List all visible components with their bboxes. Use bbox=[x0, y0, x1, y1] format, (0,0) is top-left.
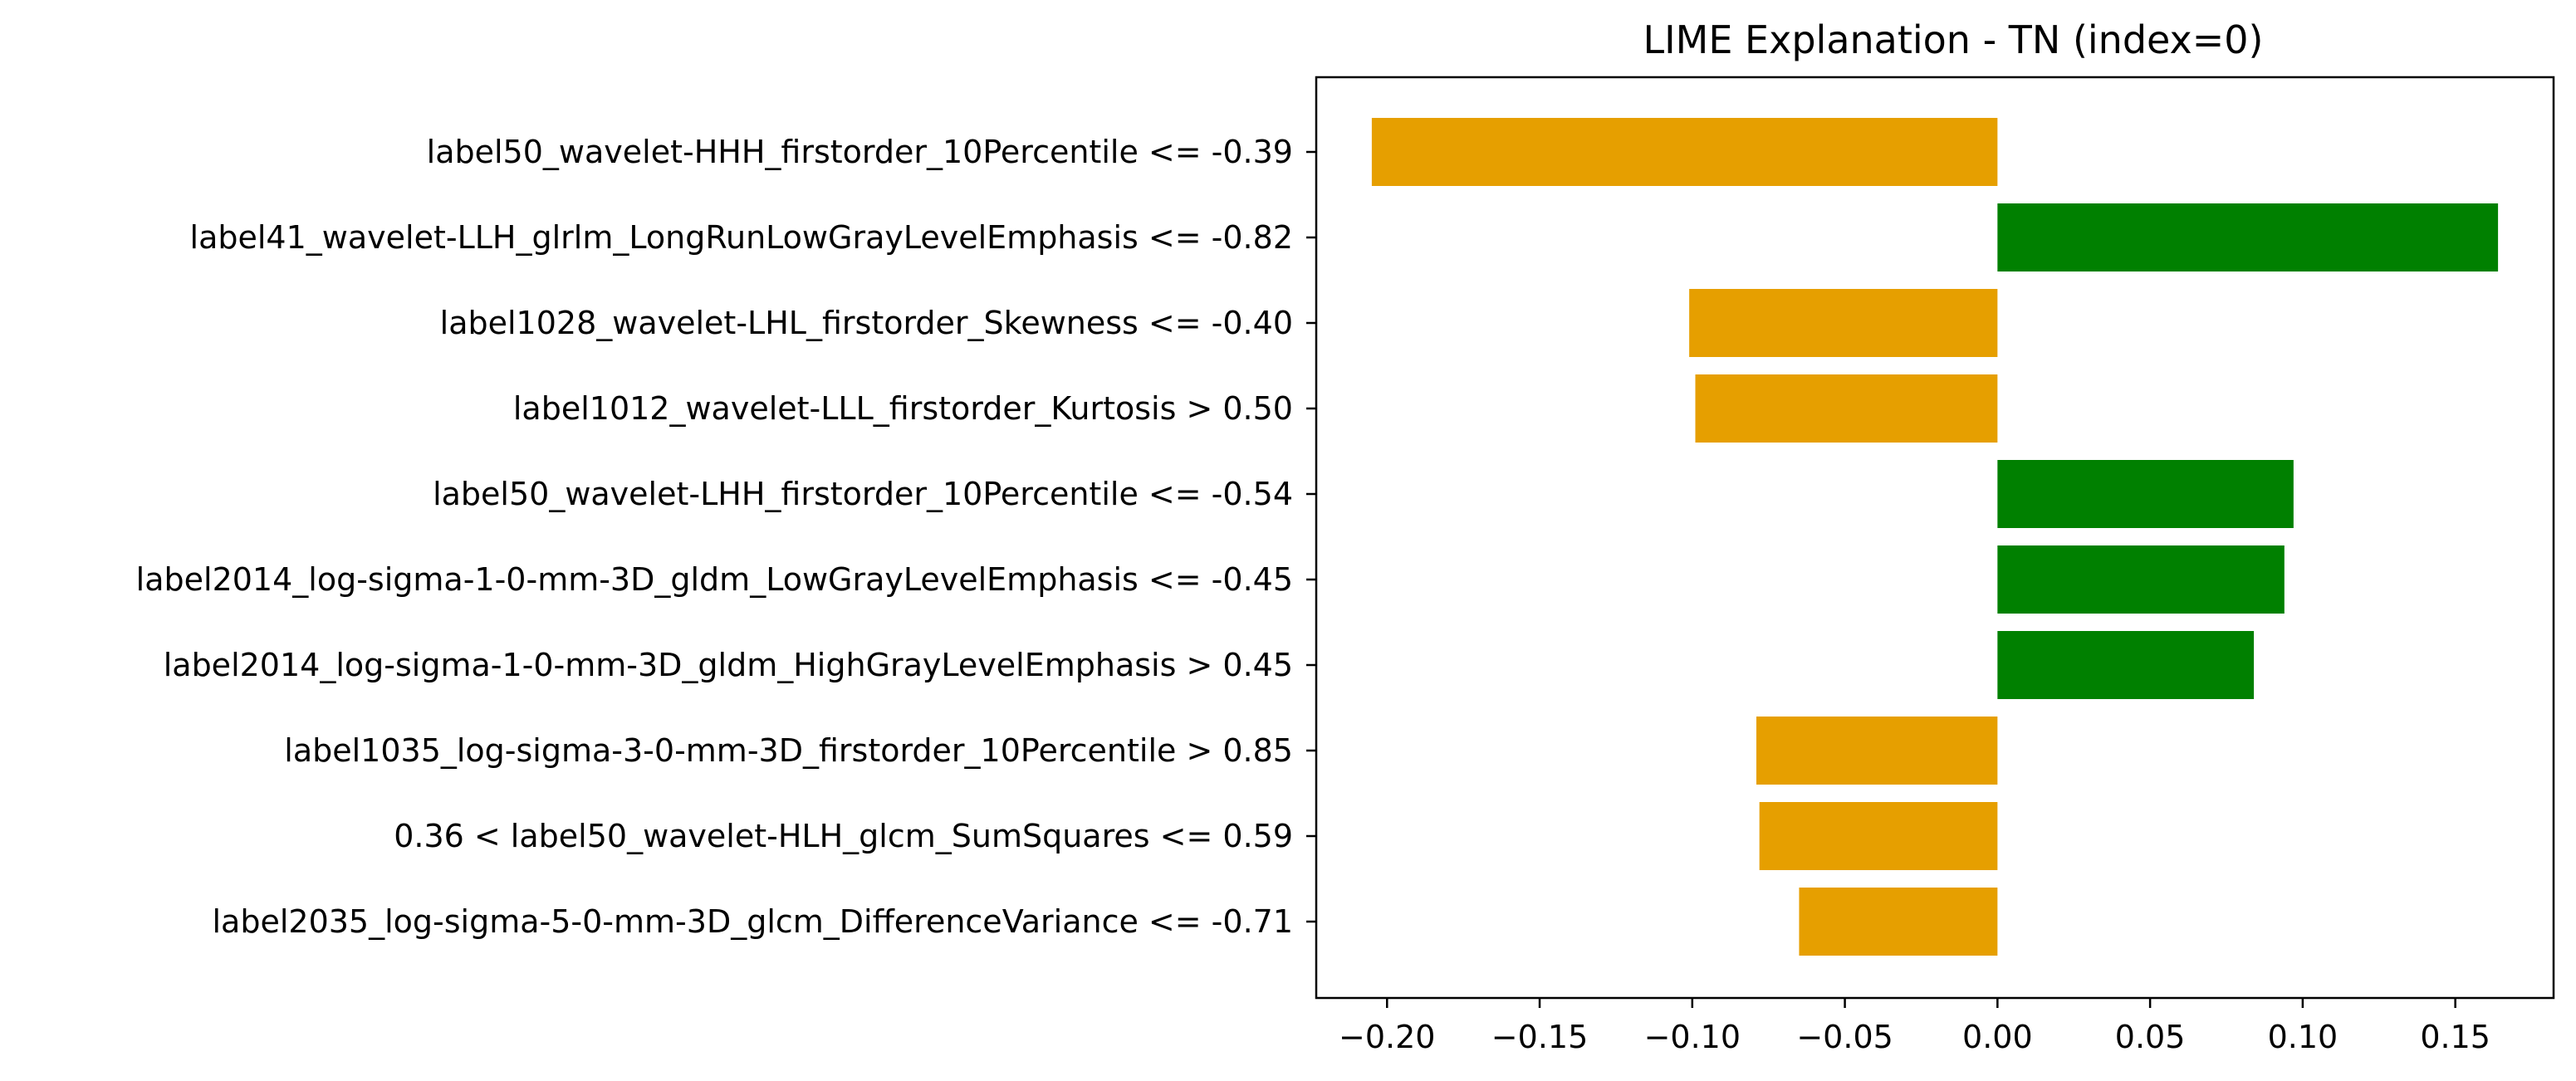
plot-frame bbox=[1315, 76, 2555, 1000]
y-tick-labels: label50_wavelet-HHH_firstorder_10Percent… bbox=[136, 134, 1316, 940]
bar-6 bbox=[1997, 631, 2255, 699]
y-tick-label-2: label1028_wavelet-LHL_firstorder_Skewnes… bbox=[440, 305, 1293, 341]
x-tick-label-3: −0.05 bbox=[1796, 1019, 1893, 1055]
y-tick-label-3: label1012_wavelet-LLL_firstorder_Kurtosi… bbox=[513, 390, 1293, 427]
chart-title: LIME Explanation - TN (index=0) bbox=[1643, 17, 2263, 62]
bar-0 bbox=[1371, 118, 1998, 186]
x-tick-label-6: 0.10 bbox=[2268, 1019, 2338, 1055]
bar-3 bbox=[1695, 374, 1998, 443]
y-tick-label-6: label2014_log-sigma-1-0-mm-3D_gldm_HighG… bbox=[164, 647, 1293, 683]
x-tick-label-7: 0.15 bbox=[2420, 1019, 2490, 1055]
y-tick-label-0: label50_wavelet-HHH_firstorder_10Percent… bbox=[427, 134, 1293, 170]
bar-5 bbox=[1997, 545, 2285, 614]
bar-1 bbox=[1997, 203, 2499, 271]
y-tick-label-9: label2035_log-sigma-5-0-mm-3D_glcm_Diffe… bbox=[213, 903, 1294, 940]
x-tick-label-0: −0.20 bbox=[1339, 1019, 1435, 1055]
x-tick-label-4: 0.00 bbox=[1962, 1019, 2033, 1055]
x-tick-label-1: −0.15 bbox=[1491, 1019, 1588, 1055]
y-tick-label-1: label41_wavelet-LLH_glrlm_LongRunLowGray… bbox=[190, 219, 1293, 256]
bar-4 bbox=[1997, 460, 2294, 528]
bar-7 bbox=[1756, 717, 1998, 785]
bar-9 bbox=[1799, 888, 1998, 956]
bar-8 bbox=[1759, 802, 1998, 870]
y-tick-label-5: label2014_log-sigma-1-0-mm-3D_gldm_LowGr… bbox=[136, 561, 1293, 598]
y-tick-label-8: 0.36 < label50_wavelet-HLH_glcm_SumSquar… bbox=[394, 818, 1293, 854]
bar-2 bbox=[1689, 289, 1998, 357]
y-tick-label-7: label1035_log-sigma-3-0-mm-3D_firstorder… bbox=[284, 732, 1293, 769]
x-tick-label-2: −0.10 bbox=[1644, 1019, 1741, 1055]
y-tick-label-4: label50_wavelet-LHH_firstorder_10Percent… bbox=[433, 476, 1293, 512]
bars-group bbox=[1371, 118, 2499, 956]
x-tick-label-5: 0.05 bbox=[2115, 1019, 2186, 1055]
x-axis: −0.20 −0.15 −0.10 −0.05 0.00 0.05 0.10 0.15 bbox=[1339, 998, 2490, 1055]
